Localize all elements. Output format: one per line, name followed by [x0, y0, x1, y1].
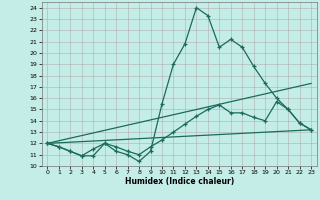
X-axis label: Humidex (Indice chaleur): Humidex (Indice chaleur) — [124, 177, 234, 186]
